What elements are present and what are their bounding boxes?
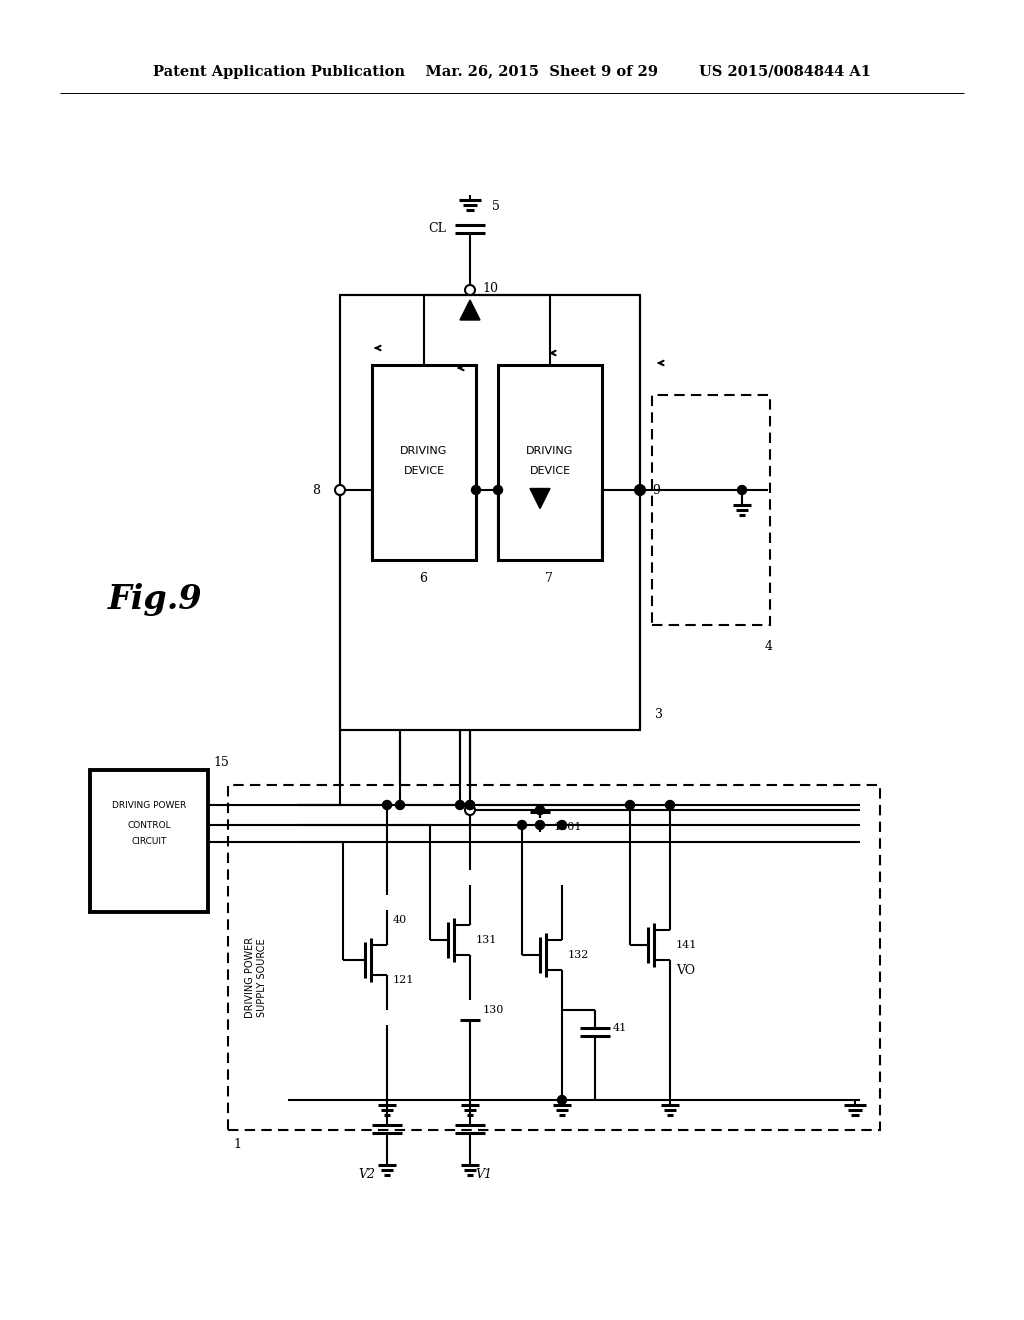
Circle shape [536, 821, 545, 829]
Text: 130: 130 [483, 1005, 505, 1015]
Text: 1301: 1301 [554, 821, 583, 832]
Text: Fig.9: Fig.9 [108, 583, 203, 616]
Circle shape [466, 800, 474, 809]
Circle shape [466, 800, 474, 809]
Text: 121: 121 [393, 975, 415, 985]
Text: 8: 8 [312, 483, 319, 496]
Text: 40: 40 [393, 915, 408, 925]
Text: 5: 5 [492, 199, 500, 213]
Text: CONTROL: CONTROL [127, 821, 171, 829]
Text: 3: 3 [655, 709, 663, 722]
Text: DRIVING: DRIVING [400, 446, 447, 455]
Circle shape [626, 800, 635, 809]
Text: V2: V2 [358, 1168, 375, 1181]
Text: 7: 7 [545, 572, 553, 585]
Circle shape [335, 484, 345, 495]
Circle shape [471, 486, 480, 495]
Text: 4: 4 [765, 640, 773, 653]
Bar [498, 366, 602, 560]
Text: 141: 141 [676, 940, 697, 950]
Text: DRIVING POWER
SUPPLY SOURCE: DRIVING POWER SUPPLY SOURCE [245, 937, 267, 1018]
Polygon shape [460, 300, 480, 319]
Text: 131: 131 [476, 935, 498, 945]
Text: 10: 10 [482, 281, 498, 294]
Circle shape [383, 800, 391, 809]
Bar [340, 294, 640, 730]
Circle shape [465, 805, 475, 814]
Circle shape [395, 800, 404, 809]
Circle shape [536, 805, 545, 814]
Circle shape [636, 486, 644, 495]
Circle shape [666, 800, 675, 809]
Text: 132: 132 [568, 950, 590, 960]
Text: DRIVING: DRIVING [526, 446, 573, 455]
Text: DEVICE: DEVICE [529, 466, 570, 475]
Text: 9: 9 [652, 483, 659, 496]
Text: VO: VO [676, 964, 695, 977]
Bar [90, 770, 208, 912]
Circle shape [465, 285, 475, 294]
Text: 6: 6 [419, 572, 427, 585]
Circle shape [557, 1096, 566, 1105]
Text: CL: CL [428, 223, 446, 235]
Text: 41: 41 [613, 1023, 628, 1034]
Bar [372, 366, 476, 560]
Polygon shape [530, 488, 550, 508]
Text: Patent Application Publication    Mar. 26, 2015  Sheet 9 of 29        US 2015/00: Patent Application Publication Mar. 26, … [153, 65, 871, 79]
Circle shape [456, 800, 465, 809]
Circle shape [635, 484, 645, 495]
Circle shape [494, 486, 503, 495]
Circle shape [737, 486, 746, 495]
Text: CIRCUIT: CIRCUIT [131, 837, 167, 846]
Text: DRIVING POWER: DRIVING POWER [112, 800, 186, 809]
Circle shape [557, 821, 566, 829]
Text: DEVICE: DEVICE [403, 466, 444, 475]
Text: 15: 15 [213, 755, 229, 768]
Text: 1: 1 [233, 1138, 241, 1151]
Text: V1: V1 [475, 1168, 492, 1181]
Bar [652, 395, 770, 624]
Circle shape [517, 821, 526, 829]
Bar [228, 785, 880, 1130]
